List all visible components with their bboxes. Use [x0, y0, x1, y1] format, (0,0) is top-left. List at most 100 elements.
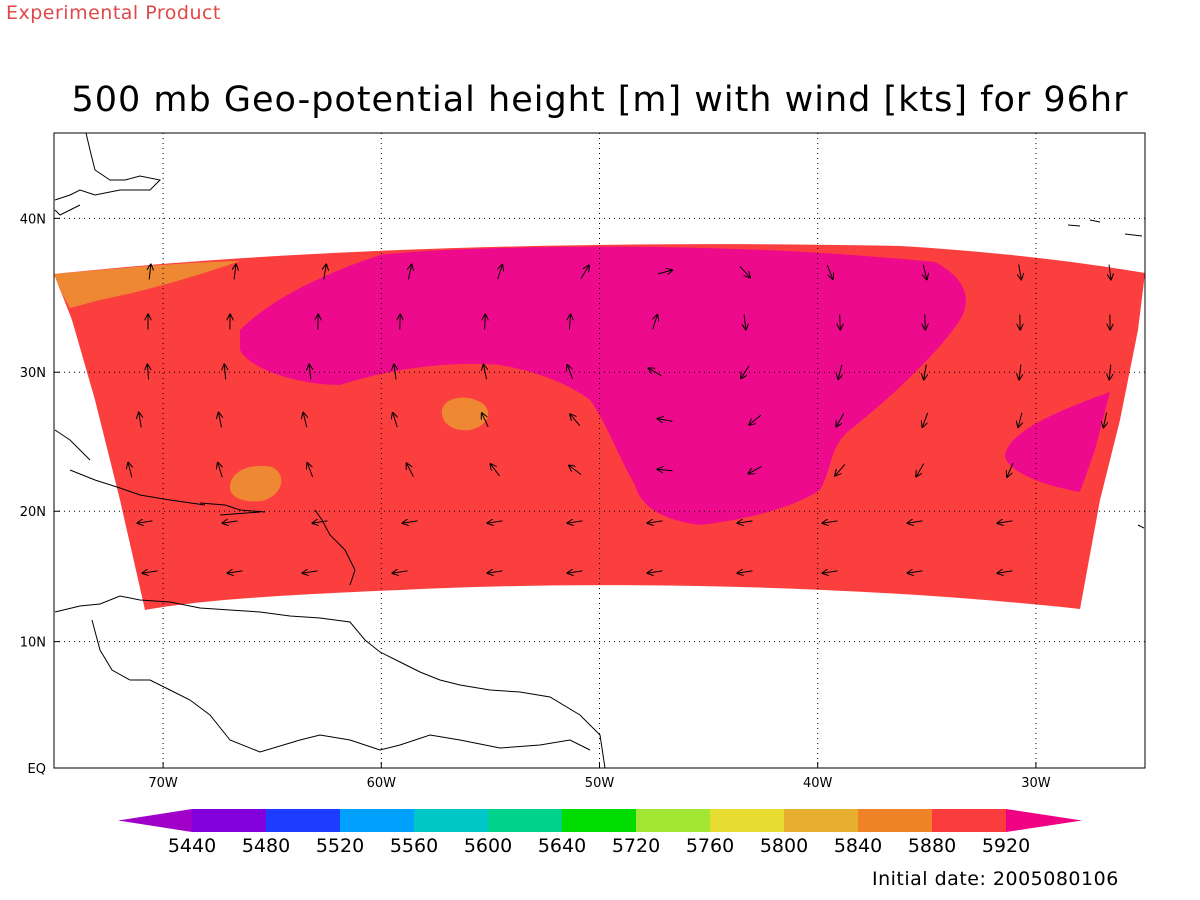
- colorbar-level-label: 5560: [390, 835, 438, 857]
- wind-arrow: [393, 571, 408, 573]
- colorbar-level-label: 5520: [316, 835, 364, 857]
- wind-arrow: [307, 463, 314, 478]
- wind-arrow: [823, 571, 838, 573]
- wind-arrow: [498, 265, 503, 280]
- wind-arrow: [908, 571, 923, 573]
- colorbar-level-label: 5760: [686, 835, 734, 857]
- wind-arrow: [219, 413, 222, 428]
- wind-arrow: [568, 521, 583, 523]
- field-5960-east: [1005, 392, 1110, 492]
- wind-arrow: [836, 413, 845, 426]
- wind-arrow: [394, 365, 396, 380]
- wind-arrow: [138, 521, 153, 523]
- y-tick-label: 10N: [20, 636, 46, 651]
- x-tick-label: 40W: [803, 776, 833, 791]
- wind-arrow: [149, 265, 151, 280]
- field-5880-corner: [54, 261, 240, 308]
- wind-arrow: [408, 265, 411, 280]
- wind-arrow: [488, 521, 503, 523]
- colorbar-level-label: 5840: [834, 835, 882, 857]
- lat-lon-grid: [54, 133, 1145, 768]
- wind-arrow: [998, 571, 1013, 573]
- wind-arrow: [570, 414, 581, 427]
- wind-arrow: [649, 368, 662, 377]
- colorbar-swatch: [488, 809, 562, 832]
- y-tick-label: 30N: [20, 366, 46, 381]
- wind-arrow: [648, 571, 663, 573]
- geopotential-field: [54, 244, 1145, 611]
- wind-arrow: [1007, 462, 1014, 477]
- wind-arrow: [569, 466, 582, 475]
- wind-arrow: [147, 365, 148, 380]
- wind-arrow: [922, 412, 929, 427]
- wind-arrow: [658, 419, 673, 421]
- wind-arrow: [840, 314, 841, 330]
- wind-arrow: [924, 364, 927, 380]
- colorbar-level-label: 5880: [908, 835, 956, 857]
- wind-arrow: [823, 521, 838, 523]
- wind-arrow: [998, 521, 1013, 523]
- x-tick-label: 60W: [367, 776, 397, 791]
- wind-arrow: [741, 365, 750, 379]
- colorbar-swatch: [266, 809, 340, 832]
- wind-arrow: [739, 266, 750, 277]
- wind-arrow: [569, 315, 570, 330]
- coastlines: [54, 132, 1145, 769]
- wind-arrow: [1019, 364, 1021, 380]
- north-america-coast: [54, 132, 162, 216]
- wind-arrow: [738, 571, 753, 573]
- colorbar-swatch: [784, 809, 858, 832]
- wind-arrow: [143, 571, 158, 573]
- wind-arrow: [485, 315, 486, 330]
- y-tick-label: 20N: [20, 505, 46, 520]
- wind-arrow: [1019, 264, 1022, 280]
- wind-arrow: [128, 463, 132, 478]
- colorbar-level-label: 5800: [760, 835, 808, 857]
- wind-arrow: [324, 265, 326, 280]
- wind-vectors: [128, 265, 1111, 574]
- y-tick-label: 40N: [20, 212, 46, 227]
- wind-arrow: [567, 365, 574, 380]
- colorbar-swatch: [858, 809, 932, 832]
- wind-arrow: [139, 413, 141, 428]
- wind-arrow: [303, 413, 307, 428]
- x-tick-label: 70W: [148, 776, 178, 791]
- wind-arrow: [738, 521, 753, 523]
- wind-arrow: [916, 463, 925, 477]
- x-tick-label: 30W: [1021, 776, 1051, 791]
- field-5880-blob-2: [229, 465, 282, 502]
- axis-ticks: 70W 60W 50W 40W 30W EQ 10N 20N 30N 40N: [20, 212, 1051, 791]
- wind-arrow: [568, 571, 583, 573]
- south-america-coast: [54, 595, 606, 769]
- wind-arrow: [826, 264, 832, 279]
- wind-arrow: [393, 413, 398, 428]
- wind-arrow: [482, 413, 489, 428]
- colorbar-level-label: 5600: [464, 835, 512, 857]
- wind-arrow: [580, 266, 589, 279]
- y-tick-label: EQ: [28, 762, 46, 777]
- colorbar-level-label: 5640: [538, 835, 586, 857]
- wind-arrow: [488, 571, 503, 573]
- wind-arrow: [403, 521, 418, 523]
- colorbar-swatch: [562, 809, 636, 832]
- wind-arrow: [744, 314, 746, 330]
- wind-arrow: [749, 414, 762, 425]
- eastern-atlantic-islands: [1067, 219, 1145, 529]
- wind-arrow: [658, 469, 673, 471]
- wind-arrow: [303, 571, 318, 573]
- wind-arrow: [835, 464, 846, 475]
- wind-arrow: [653, 315, 658, 330]
- x-tick-label: 50W: [585, 776, 615, 791]
- colorbar-swatch: [340, 809, 414, 832]
- caribbean-islands: [54, 429, 356, 586]
- field-5960-main: [240, 246, 966, 526]
- wind-arrow: [407, 463, 414, 477]
- experimental-product-note: Experimental Product: [6, 2, 221, 24]
- wind-arrow: [1018, 412, 1022, 428]
- colorbar-level-label: 5720: [612, 835, 660, 857]
- wind-arrow: [218, 463, 222, 478]
- wind-arrow: [228, 571, 243, 573]
- colorbar: 5440 5480 5520 5560 5600 5640 5720 5760 5800 5840…: [118, 809, 1082, 857]
- wind-arrow: [908, 521, 923, 523]
